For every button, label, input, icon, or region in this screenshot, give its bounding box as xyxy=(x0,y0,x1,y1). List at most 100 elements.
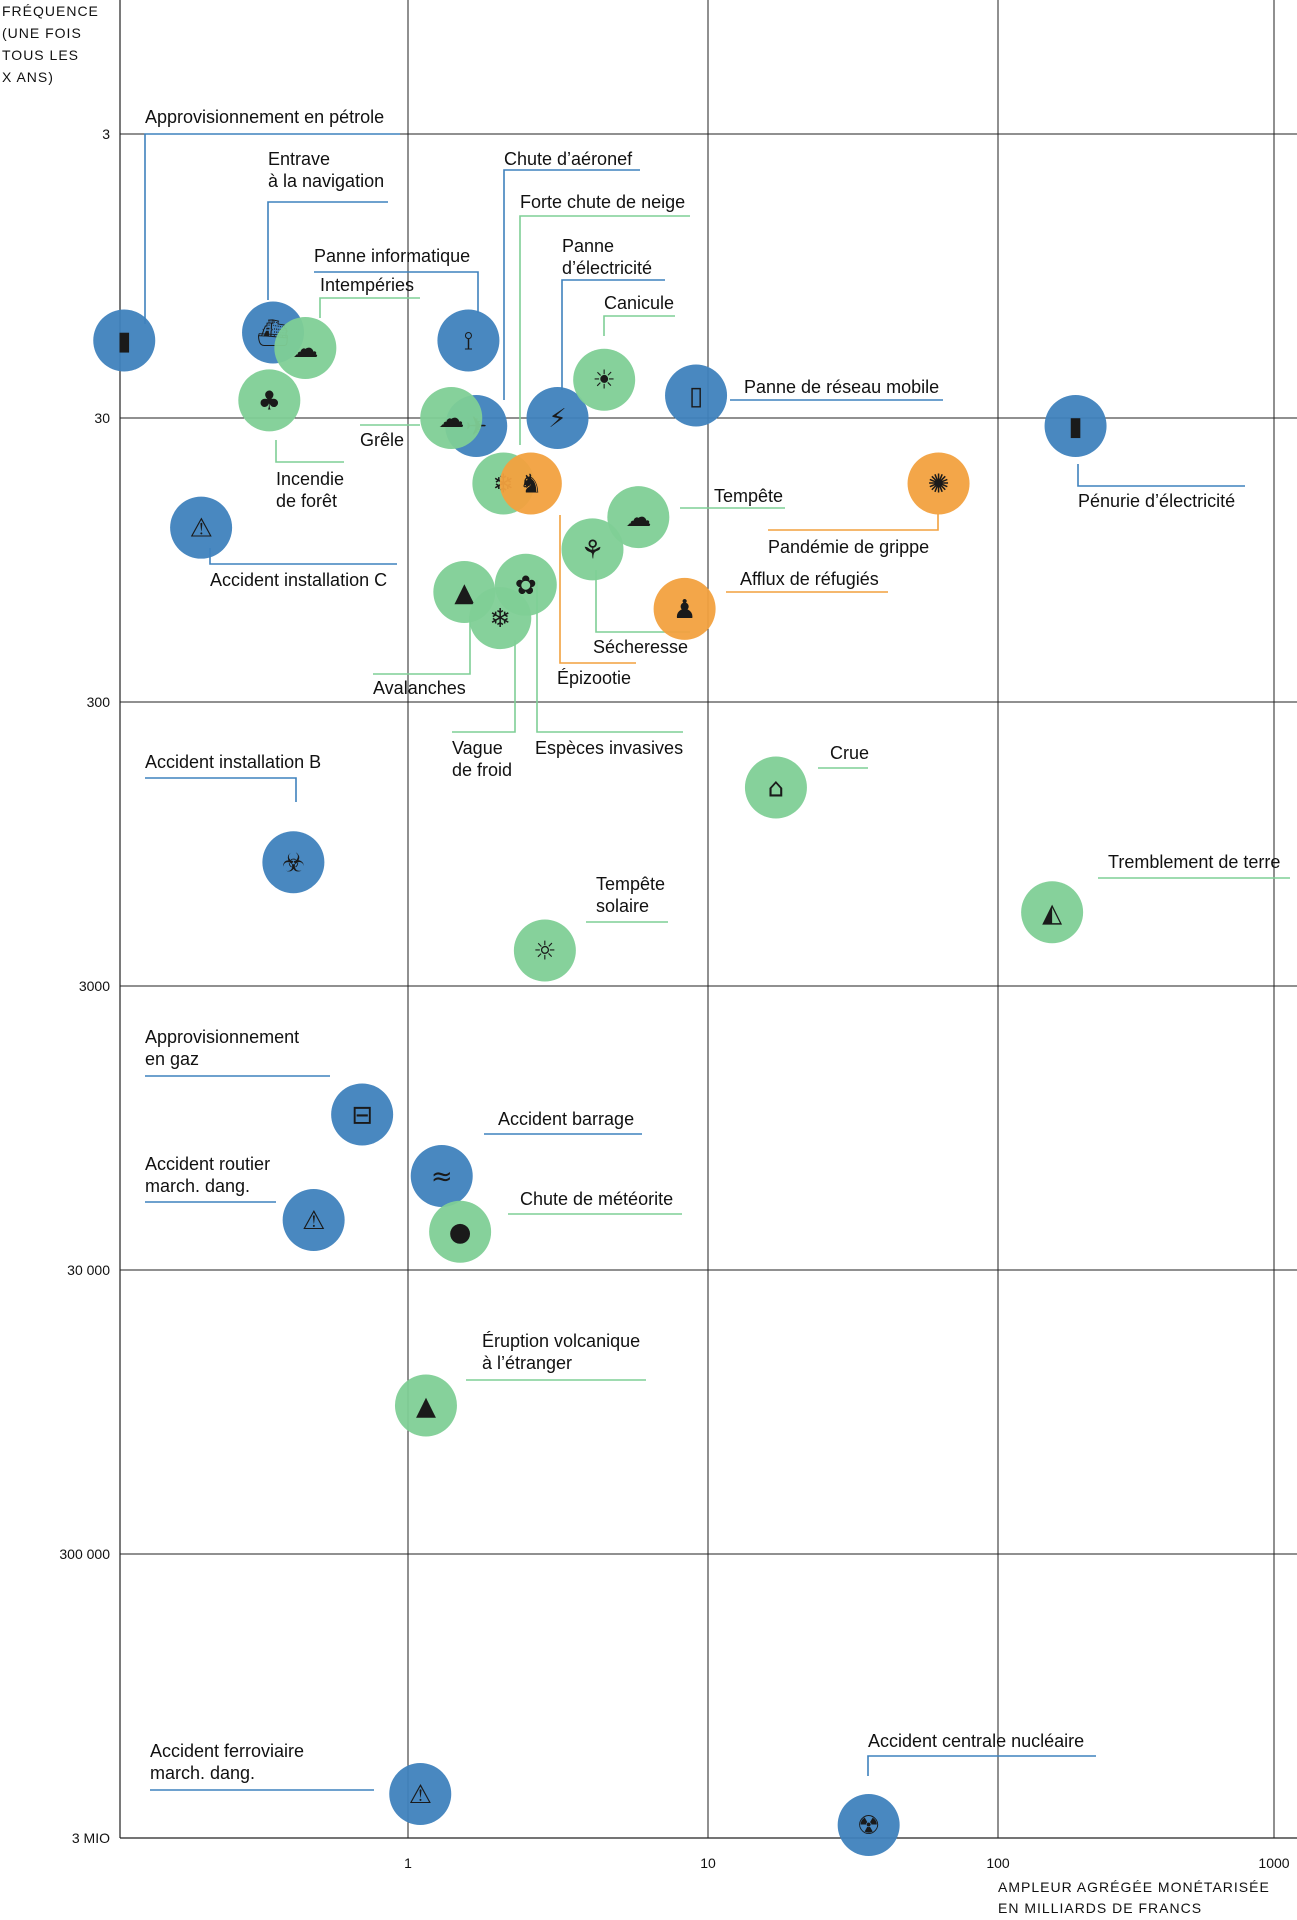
point-label: solaire xyxy=(596,896,649,916)
point-circle xyxy=(93,309,156,372)
y-axis-title: TOUS LES xyxy=(2,47,79,63)
point-circle xyxy=(238,369,301,432)
y-tick-label: 3000 xyxy=(79,978,110,994)
point-label: Accident routier xyxy=(145,1154,270,1174)
point-label: Grêle xyxy=(360,430,404,450)
point-circle xyxy=(262,831,325,894)
grid xyxy=(120,0,1297,1839)
y-tick-label: 3 xyxy=(102,126,110,142)
point-circle xyxy=(469,587,532,650)
point-label: en gaz xyxy=(145,1049,199,1069)
data-point: ▯ xyxy=(665,364,728,427)
cold-thermometer-icon: ❄ xyxy=(489,604,511,634)
data-point: ▮ xyxy=(93,309,156,372)
point-circle xyxy=(429,1200,492,1263)
point-label: Afflux de réfugiés xyxy=(740,569,879,589)
point-circle xyxy=(410,1144,473,1207)
x-tick-label: 1 xyxy=(404,1855,412,1871)
point-circle xyxy=(653,577,716,640)
data-point: ☁ xyxy=(420,387,483,449)
point-label: Chute de météorite xyxy=(520,1189,673,1209)
point-label: Tempête xyxy=(714,486,783,506)
point-circle xyxy=(274,316,337,379)
point-circle xyxy=(499,452,562,515)
earthquake-icon: ◭ xyxy=(1042,898,1062,928)
x-axis-title: AMPLEUR AGRÉGÉE MONÉTARISÉE xyxy=(998,1879,1270,1895)
y-axis-title: (UNE FOIS xyxy=(2,25,82,41)
thermometer-sun-icon: ☀ xyxy=(593,366,616,396)
data-point: ⊟ xyxy=(331,1083,394,1146)
data-point: ⚠ xyxy=(282,1188,345,1251)
point-label: march. dang. xyxy=(145,1176,250,1196)
power-outage-icon: ⚡ xyxy=(548,404,566,434)
data-points: ▮⛴⟟☁✈❄⚡☀▯▮♣☁⚠☁✺♞♟⚘▲✿❄☣⌂◭☼⊟≈⚠●▲⚠☢ xyxy=(93,301,1107,1857)
point-circle xyxy=(331,1083,394,1146)
leader-line xyxy=(145,777,297,802)
data-point: ♞ xyxy=(499,452,562,515)
battery-icon: ▮ xyxy=(1068,412,1082,442)
data-point: ❄ xyxy=(469,587,532,650)
point-label: Incendie xyxy=(276,469,344,489)
point-label: Accident ferroviaire xyxy=(150,1741,304,1761)
point-circle xyxy=(170,496,233,559)
y-tick-label: 30 xyxy=(94,410,110,426)
oil-barrel-icon: ▮ xyxy=(117,326,131,356)
leader-line xyxy=(559,515,636,664)
leader-line xyxy=(561,279,665,390)
leader-line xyxy=(314,271,479,313)
data-point: ♣ xyxy=(238,369,301,432)
data-point: ☁ xyxy=(274,316,337,379)
data-point: ▲ xyxy=(394,1374,457,1437)
beetle-icon: ✿ xyxy=(515,571,537,601)
leader-line xyxy=(536,580,683,733)
mobile-phone-icon: ▯ xyxy=(689,382,703,412)
data-point: ◭ xyxy=(1021,881,1084,944)
point-label: Pénurie d’électricité xyxy=(1078,491,1235,511)
data-point: ⚡ xyxy=(526,387,589,449)
point-label: Espèces invasives xyxy=(535,738,683,758)
point-label: Canicule xyxy=(604,293,674,313)
hail-cloud-icon: ☁ xyxy=(438,404,464,434)
leader-line xyxy=(275,440,344,463)
y-tick-label: 300 000 xyxy=(59,1546,110,1562)
point-label: Tremblement de terre xyxy=(1108,852,1280,872)
leader-line xyxy=(373,616,471,675)
point-label: march. dang. xyxy=(150,1763,255,1783)
data-point: ≈ xyxy=(410,1144,473,1207)
virus-icon: ✺ xyxy=(928,469,950,499)
data-point: ☼ xyxy=(513,919,576,982)
point-label: Intempéries xyxy=(320,275,414,295)
factory-hazard-icon: ⚠ xyxy=(189,514,212,544)
data-point: ✺ xyxy=(907,452,970,515)
nuclear-plant-icon: ☢ xyxy=(857,1811,880,1841)
gas-pipe-icon: ⊟ xyxy=(351,1100,373,1130)
hazmat-train-icon: ⚠ xyxy=(409,1780,432,1810)
point-circle xyxy=(907,452,970,515)
leader-line xyxy=(867,1755,1096,1776)
point-circle xyxy=(607,486,670,549)
data-point: ⚘ xyxy=(561,518,624,581)
data-point: ⚠ xyxy=(170,496,233,559)
point-label: Entrave xyxy=(268,149,330,169)
point-label: à la navigation xyxy=(268,171,384,191)
point-label: Accident installation C xyxy=(210,570,387,590)
point-label: Tempête xyxy=(596,874,665,894)
y-tick-label: 30 000 xyxy=(67,1262,110,1278)
data-point: ☢ xyxy=(837,1794,900,1857)
data-point: ⌂ xyxy=(744,756,807,819)
y-tick-label: 300 xyxy=(87,694,111,710)
point-circle xyxy=(389,1763,452,1826)
point-circle xyxy=(561,518,624,581)
x-tick-label: 1000 xyxy=(1258,1855,1289,1871)
point-label: Éruption volcanique xyxy=(482,1331,640,1351)
factory-biohazard-icon: ☣ xyxy=(282,848,305,878)
point-label: Panne informatique xyxy=(314,246,470,266)
leader-line xyxy=(144,133,400,324)
point-label: Épizootie xyxy=(557,668,631,688)
point-circle xyxy=(437,309,500,372)
flood-house-icon: ⌂ xyxy=(768,773,785,803)
leader-line xyxy=(209,548,397,565)
antenna-icon: ⟟ xyxy=(464,326,474,356)
leader-line xyxy=(603,315,675,336)
